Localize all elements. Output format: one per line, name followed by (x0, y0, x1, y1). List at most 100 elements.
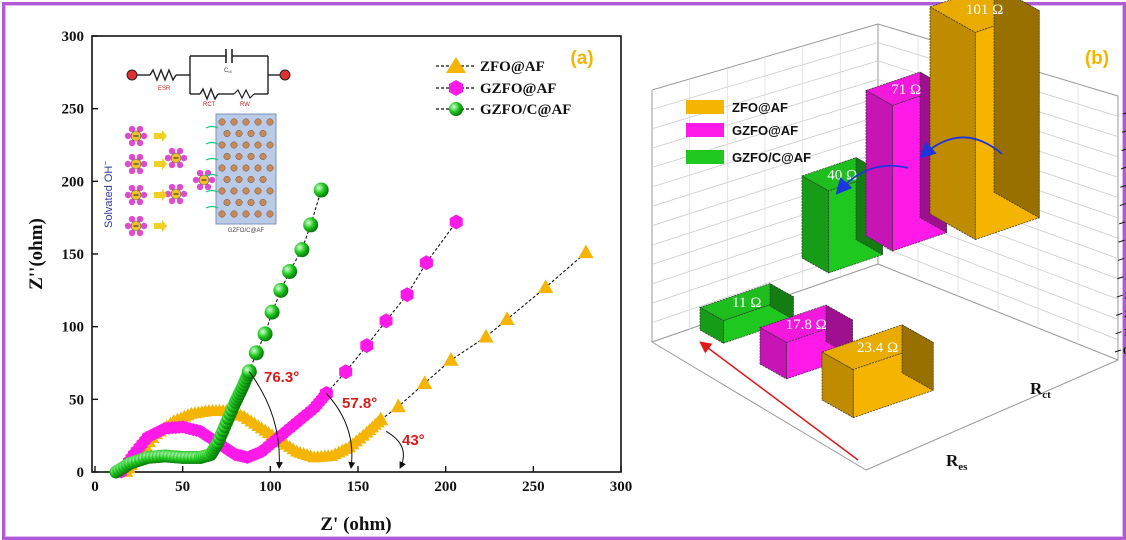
gzfoc-point (248, 345, 264, 361)
circuit-terminal-right (279, 69, 291, 81)
gzfoc-point (257, 326, 273, 342)
y-tick-label-a: 100 (62, 320, 85, 336)
solvated-ion-icon (124, 125, 148, 147)
bar-res-gzfo: 17.8 Ω (759, 304, 854, 380)
bar-res-zfo: 23.4 Ω (821, 324, 935, 419)
bar-res-gzfoc: 11 Ω (699, 283, 795, 344)
y-tick-label-a: 0 (77, 465, 85, 481)
z-tick (1119, 221, 1126, 225)
zfo-point (478, 328, 494, 343)
angle-arc (385, 430, 406, 469)
rw-label: RW (240, 102, 250, 108)
arrow-right-icon (154, 189, 167, 201)
z-tick (1117, 257, 1125, 261)
angle-label: 57.8° (342, 395, 377, 412)
panel-b-z-axis: 0102030405060708090100110120130 (1114, 112, 1126, 357)
equivalent-circuit-inset: ESR Cdl RCT RW (126, 49, 291, 108)
legend-b-label-gzfoc: GZFO/C@AF (732, 150, 811, 165)
arrow-right-icon (154, 220, 167, 232)
zfo-point (443, 352, 459, 366)
angle-label: 76.3° (264, 369, 299, 386)
zfo-point (538, 279, 554, 294)
legend-b-swatch-zfo (686, 100, 724, 114)
warburg-element-icon (233, 88, 255, 100)
gzfoc-point (264, 304, 280, 320)
x-tick-label-a: 200 (434, 479, 457, 495)
legend-label-gzfo: GZFO@AF (480, 81, 556, 97)
gzfo-point (400, 287, 414, 303)
y-tick-label-a: 250 (62, 102, 85, 118)
z-tick (1119, 203, 1126, 207)
z-tick (1120, 184, 1126, 188)
bar-value-label: 11 Ω (732, 295, 761, 311)
trend-arrow-blue-1 (919, 136, 1003, 159)
zfo-point (578, 244, 594, 259)
panel-a-angle-guides: 76.3° 57.8° 43° (248, 369, 425, 469)
z-tick (1116, 294, 1123, 298)
solvated-ion-icon (164, 183, 188, 205)
zfo-point (417, 375, 433, 389)
z-tick (1117, 276, 1124, 280)
panel-b-bars: 40 Ω 71 Ω 101 Ω 11 Ω 17.8 Ω 23.4 Ω (699, 0, 1041, 419)
panel-a: 0 50 100 150 200 250 300 0 50 100 150 200 250 300 76.… (26, 29, 632, 535)
bar-value-label: 71 Ω (891, 82, 921, 98)
esr-label: ESR (158, 86, 171, 92)
legend-marker-gzfoc (449, 102, 463, 116)
solvated-oh-label: Solvated OH− (101, 161, 115, 228)
z-tick-label: 20 (1124, 308, 1126, 320)
gzfo-point (339, 364, 353, 380)
rct-resistor-icon (199, 87, 219, 101)
legend-label-zfo: ZFO@AF (480, 59, 545, 75)
y-tick-label-a: 150 (62, 247, 85, 263)
legend-marker-zfo (446, 57, 466, 73)
electrode-label: GZFO/C@AF (228, 228, 265, 234)
y-axis-label-a: Z''(ohm) (26, 218, 47, 290)
x-axis-label-a: Z' (ohm) (320, 514, 391, 535)
solvated-ion-icon (124, 184, 148, 206)
panel-a-points (241, 182, 594, 426)
panel-a-axes: 0 50 100 150 200 250 300 0 50 100 150 200 250 300 (62, 29, 633, 495)
gzfo-point (419, 255, 433, 271)
series-dashed-line (380, 252, 587, 421)
legend-b-swatch-gzfo (686, 123, 724, 137)
trend-arrow-blue-2 (835, 164, 909, 195)
zfo-point (499, 311, 515, 325)
z-tick (1114, 349, 1122, 353)
z-tick (1116, 312, 1123, 316)
angle-arc (248, 371, 283, 469)
solvated-ion-icon (124, 215, 148, 237)
gzfoc-point (303, 217, 319, 233)
bar-value-label: 17.8 Ω (786, 317, 827, 333)
gzfoc-point (282, 263, 298, 279)
bar-rct-zfo: 101 Ω (929, 0, 1041, 241)
x-tick-label-a: 300 (610, 479, 633, 495)
gzfoc-point (294, 242, 310, 258)
legend-b-label-zfo: ZFO@AF (732, 100, 788, 115)
legend-b: ZFO@AF GZFO@AF GZFO/C@AF (686, 100, 811, 165)
box-edge (865, 359, 1119, 471)
x-tick-label-a: 100 (259, 479, 282, 495)
y-tick-label-a: 300 (62, 29, 85, 45)
legend-b-label-gzfo: GZFO@AF (732, 123, 798, 138)
esr-resistor-icon (149, 68, 177, 82)
electrode-schematic-inset: Solvated OH− GZFO/C@AF (101, 113, 277, 237)
gzfoc-point (313, 182, 329, 198)
solvated-ion-icon (124, 153, 148, 175)
box-edge (651, 341, 867, 471)
circuit-terminal-left (126, 69, 138, 81)
bar-value-label: 23.4 Ω (857, 340, 898, 356)
legend-b-swatch-gzfoc (686, 150, 724, 164)
panel-b-label: (b) (1085, 48, 1109, 69)
solvated-ion-icon (192, 169, 216, 191)
row-label-rct: Rct (1030, 379, 1051, 401)
x-tick-label-a: 0 (91, 479, 99, 495)
x-tick-label-a: 250 (522, 479, 545, 495)
capacitor-label: Cdl (224, 68, 232, 74)
z-tick (1122, 130, 1126, 133)
gzfo-point (449, 214, 463, 230)
trend-arrow-red (699, 341, 859, 461)
z-tick (1118, 239, 1125, 243)
z-tick-label: 10 (1124, 327, 1126, 339)
